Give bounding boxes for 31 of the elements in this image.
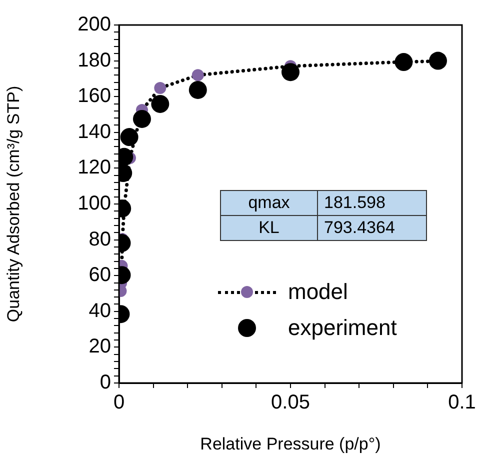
x-tick-label: 0	[113, 392, 125, 414]
y-tick-label: 180	[78, 49, 111, 72]
point	[188, 80, 207, 99]
y-tick-label: 40	[88, 300, 111, 322]
y-tick-label: 0	[100, 372, 111, 394]
y-tick-label: 60	[88, 264, 111, 286]
x-tick-label: 0.1	[448, 392, 476, 414]
y-tick-label: 80	[88, 228, 111, 250]
point	[120, 128, 138, 146]
annotation: KL	[220, 216, 318, 240]
point	[282, 63, 300, 82]
y-tick-label: 160	[78, 85, 111, 108]
y-tick-label: 20	[88, 336, 111, 358]
point	[132, 110, 151, 128]
y-tick-label: 140	[78, 120, 111, 143]
point	[151, 94, 170, 113]
point	[428, 52, 447, 70]
annotation: qmax	[220, 190, 318, 216]
x-tick-label: 0.05	[271, 392, 310, 414]
y-tick-label: 120	[78, 156, 111, 179]
x-axis-title: Relative Pressure (p/p°)	[200, 434, 381, 454]
point	[192, 69, 204, 82]
point	[394, 53, 413, 72]
legend-label: experiment	[288, 315, 397, 341]
y-tick-label: 200	[78, 14, 111, 36]
y-tick-label: 100	[78, 192, 111, 215]
annotation: 793.4364	[318, 216, 426, 240]
y-axis-title: Quantity Adsorbed (cm³/g STP)	[4, 86, 23, 322]
point	[154, 82, 166, 94]
legend-label: model	[288, 279, 348, 305]
annotation: 181.598	[318, 190, 426, 216]
